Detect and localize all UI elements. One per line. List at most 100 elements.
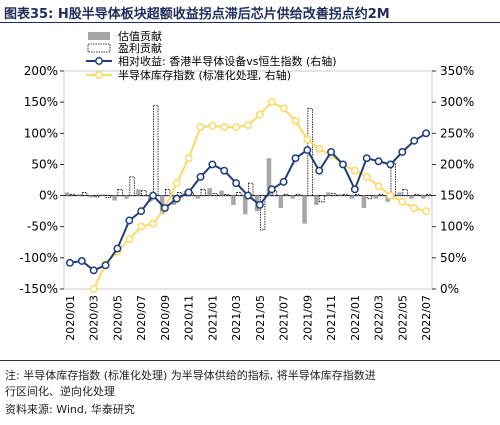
x-tick-label: 2021/01 xyxy=(206,295,219,341)
note-line-1: 注: 半导体库存指数 (标准化处理) 为半导体供给的指标, 将半导体库存指数进 xyxy=(5,369,376,382)
relative-return-line-point xyxy=(172,194,181,203)
inventory-index-line-point xyxy=(137,222,146,231)
relative-return-line-point xyxy=(267,185,276,194)
valuation-bar xyxy=(124,195,129,199)
profit-bar xyxy=(81,192,88,196)
profit-bar xyxy=(117,188,123,196)
profit-bar xyxy=(426,193,432,196)
right-tick-label: 50% xyxy=(440,251,467,265)
relative-return-line-point xyxy=(196,172,205,181)
profit-bar xyxy=(402,188,408,196)
x-tick-label: 2020/11 xyxy=(183,295,196,341)
valuation-bar xyxy=(314,195,319,205)
x-tick-label: 2022/03 xyxy=(373,295,386,341)
valuation-bar xyxy=(397,192,402,196)
valuation-bar xyxy=(421,195,426,199)
inventory-index-line-point xyxy=(410,204,419,212)
legend-marker-relative xyxy=(95,57,103,65)
valuation-bar xyxy=(112,195,117,201)
inventory-index-line-point xyxy=(291,116,300,125)
x-tick-label: 2020/01 xyxy=(64,295,77,341)
inventory-index-line-point xyxy=(255,110,264,119)
profit-bar xyxy=(295,193,301,196)
valuation-bar xyxy=(326,192,331,196)
legend-label: 半导体库存指数 (标准化处理, 右轴) xyxy=(118,68,291,82)
footnotes: 注: 半导体库存指数 (标准化处理) 为半导体供给的指标, 将半导体库存指数进 … xyxy=(0,360,500,425)
valuation-bar xyxy=(349,195,355,199)
relative-return-line-point xyxy=(220,166,229,175)
left-tick-label: 0% xyxy=(39,189,58,203)
relative-return-line-point xyxy=(244,191,252,200)
profit-bar xyxy=(236,192,242,196)
inventory-index-line-point xyxy=(315,144,324,153)
relative-return-line-point xyxy=(339,160,347,169)
valuation-bar xyxy=(409,195,414,199)
legend-marker-inventory xyxy=(95,71,103,79)
axes: -150% -100% -50% 0% 50% 100% 150% 200% 0% 50% 100%… xyxy=(19,64,474,341)
chart-title: 图表35: H股半导体板块超额收益拐点滞后芯片供给改善拐点约2M xyxy=(4,7,390,22)
profit-bar xyxy=(343,193,349,196)
inventory-index-line-point xyxy=(172,179,181,188)
left-tick-label: -150% xyxy=(19,282,58,296)
inventory-index-line-point xyxy=(398,197,407,206)
valuation-bar xyxy=(290,195,295,199)
valuation-bar xyxy=(76,194,82,196)
right-tick-label: 100% xyxy=(440,220,474,234)
x-tick-label: 2021/09 xyxy=(301,295,314,341)
legend-swatch-profit xyxy=(87,43,111,53)
valuation-bar xyxy=(207,188,212,196)
plot-frame xyxy=(63,70,433,290)
inventory-index-line-point xyxy=(220,123,229,132)
profit-bar xyxy=(390,162,396,196)
inventory-index-line-point xyxy=(208,121,217,130)
relative-return-line-point xyxy=(374,157,383,166)
relative-return-line-point xyxy=(386,160,395,169)
valuation-bar xyxy=(278,195,284,209)
relative-return-line-point xyxy=(410,136,419,145)
profit-bar xyxy=(129,176,135,196)
x-tick-label: 2021/07 xyxy=(278,295,291,341)
x-tick-label: 2020/03 xyxy=(88,295,101,341)
valuation-bar xyxy=(64,192,70,196)
relative-return-line xyxy=(69,132,427,272)
inventory-index-line-point xyxy=(89,285,98,293)
left-tick-label: 200% xyxy=(24,64,58,78)
left-tick-label: -100% xyxy=(19,251,58,265)
profit-bar xyxy=(165,188,171,196)
x-tick-label: 2021/05 xyxy=(254,295,267,341)
profit-bar xyxy=(366,195,373,200)
gridlines xyxy=(63,70,433,290)
profit-bar xyxy=(331,193,337,196)
right-tick-label: 350% xyxy=(440,64,474,78)
valuation-bar xyxy=(100,194,106,196)
profit-bar xyxy=(200,188,206,196)
inventory-index-line-point xyxy=(196,123,205,132)
relative-return-line-point xyxy=(291,154,300,163)
right-tick-label: 150% xyxy=(440,189,474,203)
profit-bar xyxy=(378,193,384,196)
x-tick-label: 2020/09 xyxy=(159,295,172,341)
inventory-index-line-point xyxy=(125,235,134,244)
left-tick-label: 150% xyxy=(24,95,58,109)
x-tick-label: 2021/03 xyxy=(230,295,243,341)
relative-return-line-point xyxy=(113,244,122,253)
lines xyxy=(65,98,431,293)
right-tick-label: 0% xyxy=(440,282,459,296)
left-tick-label: -50% xyxy=(27,220,58,234)
relative-return-line-point xyxy=(232,179,241,188)
inventory-index-line-point xyxy=(374,182,383,191)
relative-return-line-point xyxy=(208,160,217,169)
inventory-index-line-point xyxy=(244,121,252,130)
inventory-index-line-point xyxy=(422,207,431,216)
relative-return-line-point xyxy=(279,177,288,186)
inventory-index-line-point xyxy=(279,104,288,113)
profit-bar xyxy=(93,195,100,198)
relative-return-line-point xyxy=(160,204,169,212)
inventory-index-line-point xyxy=(303,135,312,144)
title-bar: 图表35: H股半导体板块超额收益拐点滞后芯片供给改善拐点约2M xyxy=(0,0,500,23)
x-tick-label: 2021/11 xyxy=(325,295,338,341)
relative-return-line-point xyxy=(255,200,264,209)
profit-bar xyxy=(141,190,147,196)
relative-return-line-point xyxy=(149,191,157,200)
